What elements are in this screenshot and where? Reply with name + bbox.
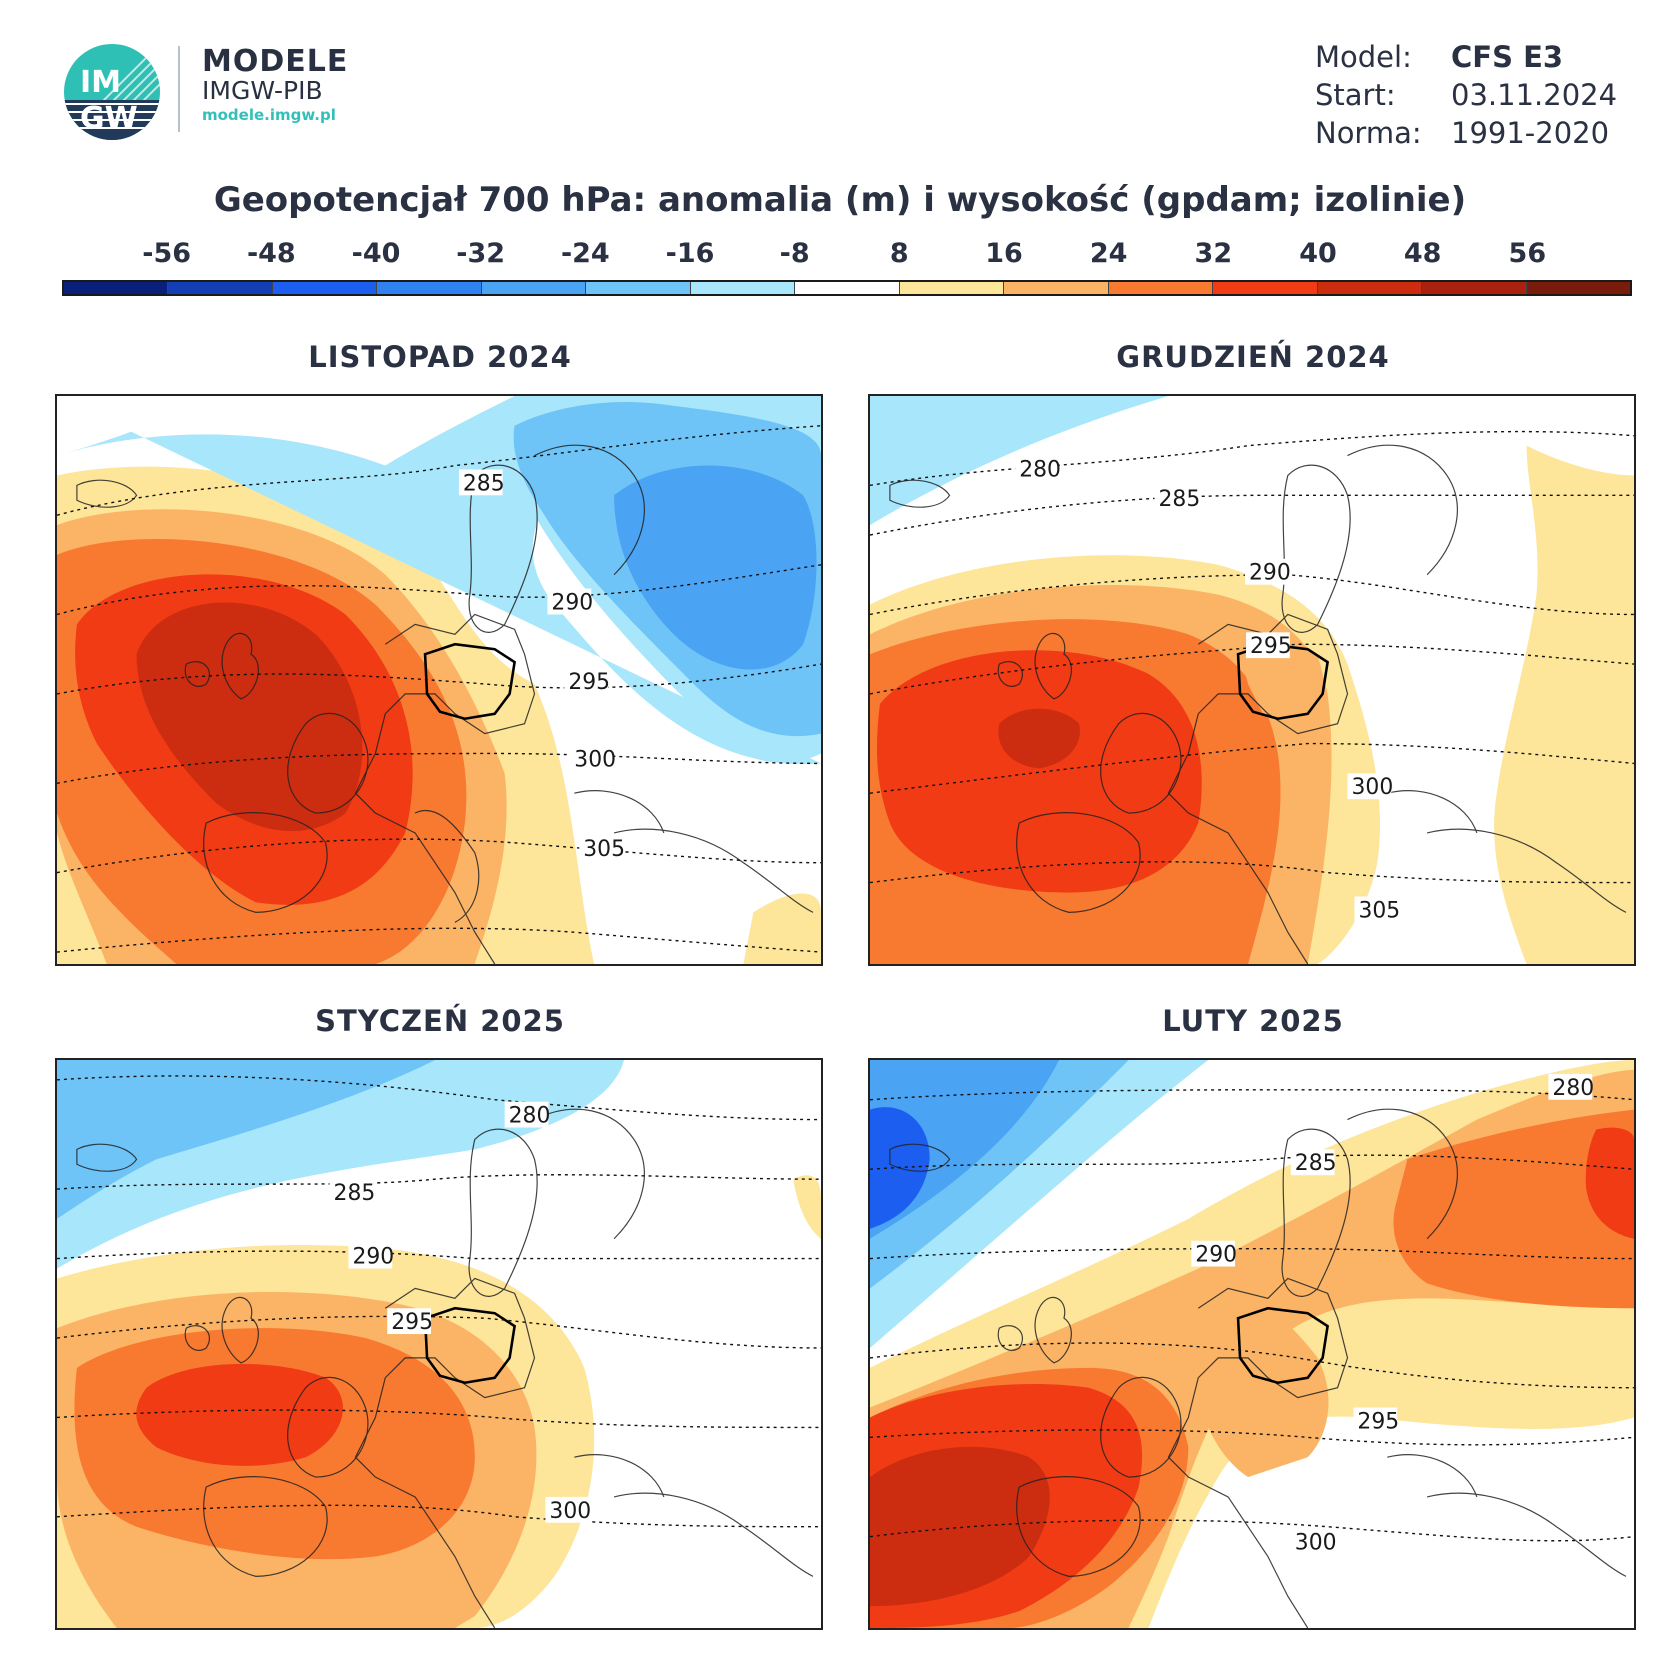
meta-row-start: Start: 03.11.2024: [1315, 76, 1617, 114]
legend-color-segment: [168, 282, 273, 294]
legend-labels: -56 -48 -40 -32 -24 -16 -8 8 16 24 32 40 48 56: [62, 238, 1632, 272]
isoline-label: 305: [583, 837, 625, 862]
isoline-label: 285: [1158, 487, 1200, 512]
legend-colorbar: [62, 280, 1632, 296]
legend-tick-label: 40: [1299, 238, 1337, 269]
legend-tick-label: 16: [985, 238, 1023, 269]
logo-text-bottom: GW: [80, 101, 138, 136]
isoline-label: 300: [549, 1499, 591, 1524]
legend-color-segment: [899, 282, 1005, 294]
logo-text-top: IM: [80, 65, 121, 100]
legend-color-segment: [481, 282, 587, 294]
legend-tick-label: 48: [1403, 238, 1442, 269]
isoline-label: 300: [1351, 775, 1393, 800]
isoline-label: 290: [1249, 561, 1291, 586]
isoline-label: 285: [1295, 1151, 1337, 1176]
legend-tick-label: 24: [1089, 238, 1128, 269]
meta-row-model: Model: CFS E3: [1315, 38, 1617, 76]
brand-subtitle: IMGW-PIB: [202, 76, 323, 105]
legend-color-segment: [1526, 282, 1631, 294]
legend-tick-label: -24: [560, 238, 610, 269]
legend-color-segment: [586, 282, 691, 294]
meta-row-norm: Norma: 1991-2020: [1315, 114, 1617, 152]
isoline-label: 300: [574, 747, 616, 772]
isoline-label: 295: [1250, 634, 1292, 659]
legend-tick-label: -8: [779, 238, 810, 269]
isoline-label: 295: [391, 1310, 433, 1335]
isoline-label: 290: [1195, 1243, 1237, 1268]
legend-color-segment: [690, 282, 796, 294]
page-title: Geopotencjał 700 hPa: anomalia (m) i wys…: [213, 180, 1467, 220]
isoline-label: 290: [352, 1245, 394, 1270]
legend-color-segment: [1317, 282, 1423, 294]
legend-color-segment: [1213, 282, 1318, 294]
map-panel-listopad: 285 290 295 300 305: [55, 394, 823, 966]
legend-tick-label: 56: [1508, 238, 1547, 269]
legend-tick-label: 32: [1194, 238, 1233, 269]
legend-tick-label: -40: [351, 238, 401, 269]
isoline-label: 295: [568, 670, 610, 695]
legend-color-segment: [1108, 282, 1214, 294]
legend-tick-label: -32: [456, 238, 506, 269]
meta-start-value: 03.11.2024: [1451, 78, 1618, 112]
meta-model-label: Model:: [1315, 40, 1412, 74]
map-panel-grudzien: 280 285 290 295 300 305: [868, 394, 1636, 966]
isoline-label: 285: [334, 1181, 376, 1206]
color-legend: -56 -48 -40 -32 -24 -16 -8 8 16 24 32 40 48 56: [62, 238, 1632, 298]
legend-color-segment: [377, 282, 482, 294]
brand-block: MODELE IMGW-PIB modele.imgw.pl: [178, 46, 348, 132]
meta-norm-value: 1991-2020: [1451, 116, 1610, 150]
legend-tick-label: -48: [246, 238, 296, 269]
meta-model-value: CFS E3: [1451, 40, 1564, 74]
isoline-label: 305: [1358, 898, 1400, 923]
legend-color-segment: [795, 282, 900, 294]
panel-title-grudzien: GRUDZIEŃ 2024: [1116, 340, 1390, 374]
map-panel-luty: 280 285 290 295 300: [868, 1058, 1636, 1630]
meta-start-label: Start:: [1315, 78, 1396, 112]
isoline-label: 280: [509, 1104, 551, 1129]
isoline-label: 280: [1552, 1076, 1594, 1101]
isoline-label: 285: [463, 471, 505, 496]
legend-color-segment: [272, 282, 378, 294]
map-panel-styczen: 280 285 290 295 300: [55, 1058, 823, 1630]
legend-tick-label: 8: [889, 238, 909, 269]
legend-tick-label: -56: [142, 238, 192, 269]
legend-color-segment: [1004, 282, 1109, 294]
panel-title-styczen: STYCZEŃ 2025: [315, 1004, 565, 1038]
isoline-label: 280: [1019, 457, 1061, 482]
meta-norm-label: Norma:: [1315, 116, 1422, 150]
isoline-label: 300: [1295, 1531, 1337, 1556]
legend-color-segment: [1422, 282, 1527, 294]
brand-title: MODELE: [202, 44, 349, 79]
model-meta: Model: CFS E3 Start: 03.11.2024 Norma: 1…: [1315, 38, 1617, 152]
legend-color-segment: [64, 282, 169, 294]
imgw-logo: IM GW: [64, 44, 160, 140]
legend-tick-label: -16: [665, 238, 715, 269]
panel-title-listopad: LISTOPAD 2024: [308, 340, 572, 374]
panel-title-luty: LUTY 2025: [1162, 1004, 1344, 1038]
isoline-label: 295: [1357, 1409, 1399, 1434]
isoline-label: 290: [551, 591, 593, 616]
brand-url-link[interactable]: modele.imgw.pl: [202, 106, 336, 124]
